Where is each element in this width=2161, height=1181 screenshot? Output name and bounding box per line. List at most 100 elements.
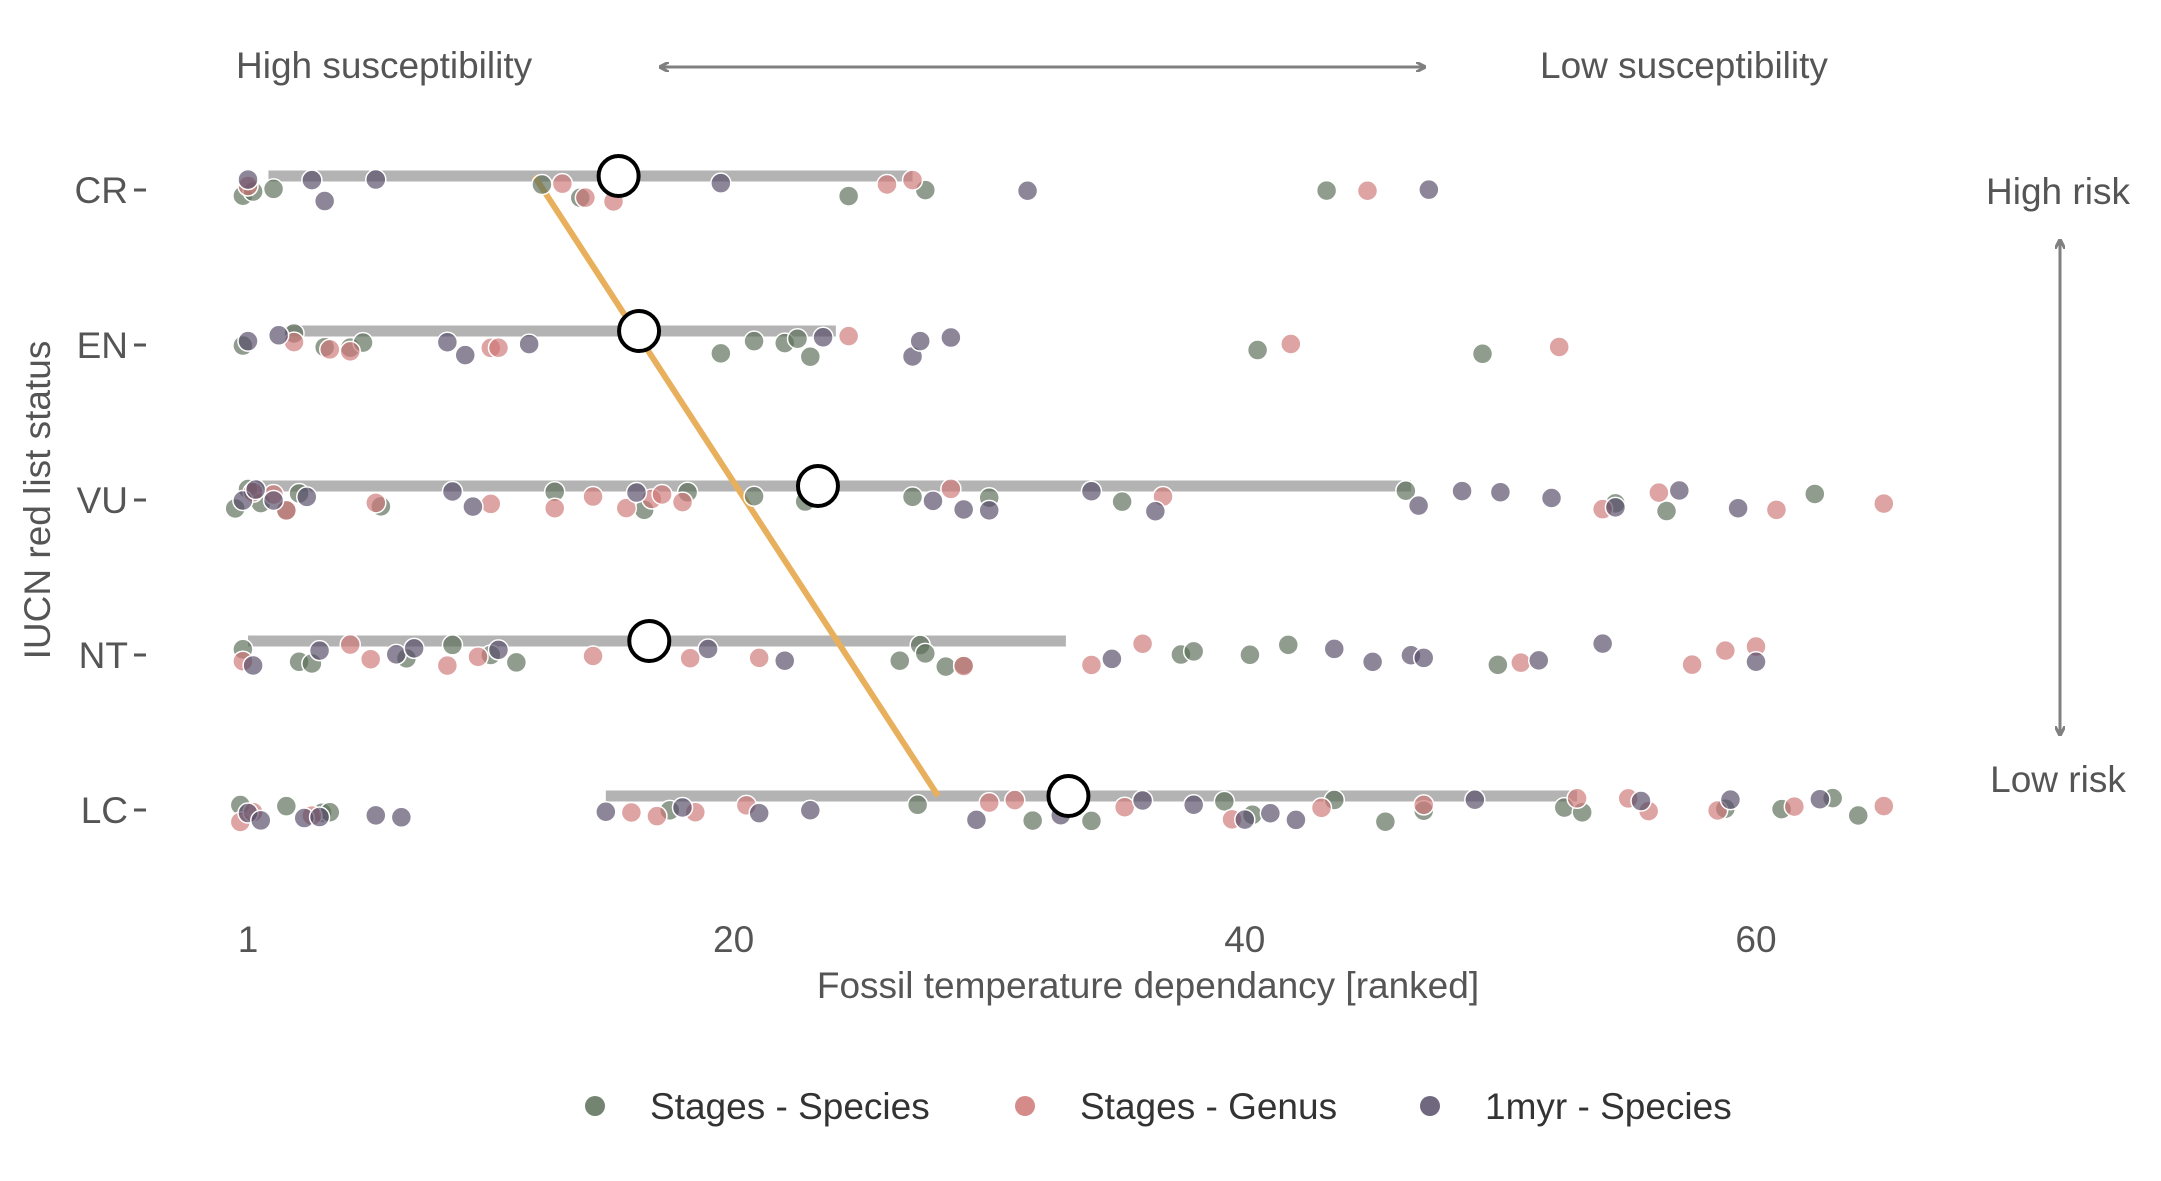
data-point [1182,794,1205,816]
data-point [1101,648,1123,670]
legend-label: Stages - Species [650,1086,930,1127]
data-point [1246,339,1269,361]
y-tick-label: EN [77,325,128,366]
legend-swatch [1015,1096,1035,1116]
y-tick-label: VU [77,480,128,521]
data-point [1259,802,1282,825]
data-point [1873,492,1895,515]
data-point [909,330,931,352]
data-point [262,178,285,200]
data-point [543,497,566,519]
data-point [1131,789,1154,812]
data-point [1407,494,1430,517]
data-point [1847,804,1869,827]
annotation-high-susceptibility: High susceptibility [236,45,533,86]
median-marker-vu [795,464,840,508]
data-point [319,338,341,361]
data-point [1591,632,1614,655]
data-point [1310,797,1333,819]
data-point [1395,479,1417,502]
x-tick-label: 1 [238,919,259,960]
data-point [436,654,459,677]
data-point [837,325,860,347]
legend-swatch [1420,1096,1440,1116]
median-marker-nt [627,619,672,663]
data-point [403,637,425,660]
data-point [1487,654,1509,676]
median-marker-lc [1046,774,1091,818]
data-point [339,340,361,363]
data-point [1719,788,1742,811]
legend: Stages - Species Stages - Genus 1myr - Spe… [585,1086,1732,1127]
y-tick-label: CR [75,170,128,211]
data-point [582,485,604,508]
data-point [441,634,464,656]
y-tick-label: LC [81,790,128,831]
data-point [237,330,259,352]
annotation-low-risk: Low risk [1990,759,2126,800]
data-point [1323,638,1346,660]
data-point [978,499,1000,522]
data-point [876,173,898,196]
data-point [1131,632,1154,655]
data-point [574,186,597,209]
data-point [480,493,502,515]
data-point [551,172,574,195]
data-point [922,490,944,512]
data-point [487,336,510,359]
data-point [1418,178,1440,201]
data-point [697,638,719,660]
data-point [441,480,464,503]
data-point [262,489,285,512]
median-marker-en [617,309,662,353]
data-point [1765,499,1788,521]
data-point [1471,343,1494,365]
data-point [906,794,929,816]
y-tick-label: NT [79,635,128,676]
data-point [1451,480,1473,502]
data-point [595,800,617,823]
data-point [1714,639,1737,662]
x-tick-label: 20 [713,919,754,960]
data-point [901,486,924,508]
data-point [1182,640,1205,663]
data-point [301,169,323,191]
data-point [671,796,694,819]
data-point [1540,487,1563,509]
data-point [615,497,638,519]
data-point [1016,179,1039,202]
data-point [1548,336,1570,358]
data-point [1464,789,1486,811]
data-point [1277,634,1300,656]
data-point [518,333,540,355]
data-point [390,806,413,829]
data-point [710,172,732,194]
data-point [467,646,489,668]
legend-label: 1myr - Species [1485,1086,1732,1127]
data-point [1280,333,1302,355]
data-point [799,345,822,368]
data-point [773,649,796,672]
data-point [1234,808,1256,831]
data-point [952,655,975,677]
data-point [1630,790,1652,812]
data-point [743,485,765,507]
data-point [1604,496,1627,519]
data-point [799,799,822,822]
y-axis: CR EN VU NT LC [75,170,146,831]
trend-line [531,174,941,798]
data-point [505,651,528,674]
x-axis-label: Fossil temperature dependancy [ranked] [817,965,1479,1006]
data-point [978,791,1000,814]
data-point [1111,490,1133,513]
data-point [679,647,701,669]
data-point [1809,788,1831,810]
data-point [786,327,809,350]
data-point [1285,809,1307,831]
data-point [531,173,553,196]
data-point [1648,481,1670,504]
data-point [965,809,988,831]
data-point [275,795,298,817]
data-point [1213,790,1236,813]
